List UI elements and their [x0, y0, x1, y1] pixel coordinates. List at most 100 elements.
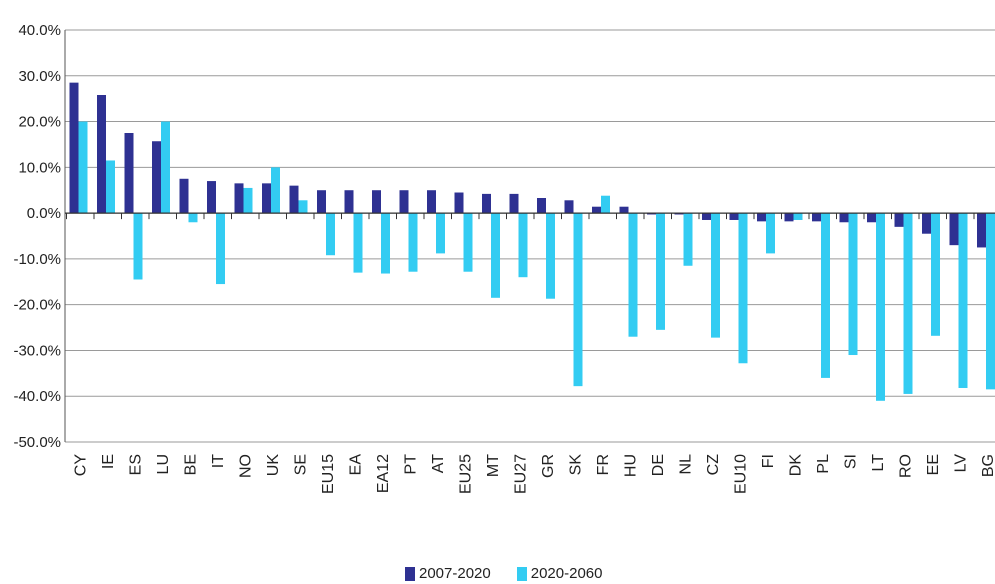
x-tick-label: PT — [402, 454, 419, 475]
bar-2007-2020-UK — [262, 183, 271, 214]
bar-2007-2020-EU27 — [509, 193, 519, 214]
bar-2020-2060-BE — [188, 213, 198, 223]
bar-2007-2020-EA — [344, 190, 354, 214]
bar-2007-2020-LU — [152, 141, 161, 214]
x-tick-label: SE — [292, 454, 309, 475]
bar-2020-2060-BG — [986, 213, 995, 390]
legend-swatch-series-1 — [405, 566, 415, 581]
bar-2007-2020-NO — [234, 183, 244, 214]
bar-2020-2060-FR — [601, 195, 610, 214]
x-tick-label: NL — [677, 454, 694, 475]
bar-2020-2060-RO — [903, 213, 913, 394]
bar-2007-2020-HU — [619, 206, 629, 214]
x-tick-label: AT — [430, 454, 447, 473]
bar-2020-2060-EU27 — [518, 213, 528, 278]
x-tick-label: PL — [815, 454, 832, 474]
x-tick-label: SK — [567, 454, 584, 476]
y-tick-label: 40.0% — [18, 22, 61, 39]
bar-2007-2020-SK — [564, 200, 574, 214]
bar-2020-2060-EA — [353, 213, 363, 273]
x-tick-label: EU25 — [457, 454, 474, 494]
bar-2007-2020-RO — [894, 213, 904, 227]
x-tick-label: CZ — [705, 454, 722, 476]
bar-2007-2020-CZ — [702, 213, 711, 220]
bar-2007-2020-DK — [784, 213, 794, 222]
x-tick-label: IT — [210, 454, 227, 468]
bar-2007-2020-FR — [592, 206, 601, 214]
x-tick-label: EA12 — [375, 454, 392, 493]
x-tick-label: EU15 — [320, 454, 337, 494]
x-tick-label: LT — [870, 454, 887, 472]
bar-2020-2060-PL — [821, 213, 830, 378]
bar-2020-2060-EU25 — [463, 213, 473, 272]
y-tick-label: 0.0% — [27, 205, 61, 222]
bar-2020-2060-ES — [133, 213, 143, 280]
x-tick-label: ES — [127, 454, 144, 475]
bar-2020-2060-IE — [106, 160, 115, 214]
x-tick-label: GR — [540, 454, 557, 478]
x-tick-label: NO — [237, 454, 254, 478]
y-tick-label: -30.0% — [13, 342, 61, 359]
bar-2020-2060-DK — [793, 213, 803, 220]
bar-2020-2060-LT — [876, 213, 885, 401]
x-tick-label: BG — [980, 454, 995, 477]
bar-2020-2060-EE — [931, 213, 940, 336]
bar-2007-2020-MT — [482, 193, 491, 214]
x-tick-label: EE — [925, 454, 942, 475]
bar-2020-2060-NO — [243, 187, 253, 214]
y-tick-label: -50.0% — [13, 434, 61, 451]
x-tick-label: LU — [155, 454, 172, 474]
bar-2007-2020-EA12 — [372, 190, 381, 214]
x-tick-label: CY — [72, 454, 89, 477]
bar-2020-2060-DE — [656, 213, 665, 330]
bar-2007-2020-SE — [289, 185, 299, 214]
bar-2007-2020-BE — [179, 178, 189, 214]
bar-2020-2060-CY — [78, 121, 88, 214]
bar-2020-2060-SE — [298, 200, 308, 214]
bar-2020-2060-SI — [848, 213, 858, 356]
bar-2007-2020-EU10 — [729, 213, 739, 220]
bar-2020-2060-MT — [491, 213, 500, 298]
bar-2007-2020-EE — [922, 213, 931, 234]
bar-2007-2020-ES — [124, 133, 134, 214]
bar-2007-2020-CY — [69, 82, 79, 214]
bar-2020-2060-CZ — [711, 213, 720, 338]
bar-2020-2060-NL — [683, 213, 693, 266]
y-tick-label: -40.0% — [13, 388, 61, 405]
x-tick-label: MT — [485, 454, 502, 477]
bar-2020-2060-EA12 — [381, 213, 390, 274]
bar-2007-2020-LV — [949, 213, 959, 246]
legend-item-series-2: 2020-2060 — [516, 565, 602, 582]
y-tick-label: 30.0% — [18, 68, 61, 85]
bar-2020-2060-EU10 — [738, 213, 748, 364]
bar-2020-2060-SK — [573, 213, 583, 387]
y-tick-label: -20.0% — [13, 297, 61, 314]
bar-2007-2020-IT — [207, 181, 216, 214]
x-tick-label: RO — [897, 454, 914, 478]
bar-2007-2020-EU15 — [317, 190, 326, 214]
bar-2007-2020-EU25 — [454, 192, 464, 214]
x-tick-label: DE — [650, 454, 667, 476]
x-tick-label: FI — [760, 454, 777, 468]
bar-2007-2020-BG — [977, 213, 986, 248]
bar-2007-2020-NL — [674, 213, 684, 215]
x-tick-label: UK — [265, 454, 282, 477]
bar-2007-2020-PT — [399, 190, 409, 214]
bar-2020-2060-LU — [161, 121, 170, 214]
bar-2020-2060-FI — [766, 213, 775, 254]
x-tick-label: FR — [595, 454, 612, 475]
x-tick-label: HU — [622, 454, 639, 477]
legend-label-series-1: 2007-2020 — [419, 565, 491, 582]
x-tick-label: EA — [347, 454, 364, 476]
bar-2007-2020-LT — [867, 213, 876, 223]
bar-2007-2020-DE — [647, 213, 656, 215]
bar-2020-2060-AT — [436, 213, 445, 254]
bar-2007-2020-AT — [427, 190, 436, 214]
y-tick-label: 20.0% — [18, 114, 61, 131]
legend-swatch-series-2 — [516, 566, 527, 581]
x-tick-label: EU27 — [512, 454, 529, 494]
bar-2007-2020-SI — [839, 213, 849, 223]
bar-2020-2060-UK — [271, 167, 280, 214]
